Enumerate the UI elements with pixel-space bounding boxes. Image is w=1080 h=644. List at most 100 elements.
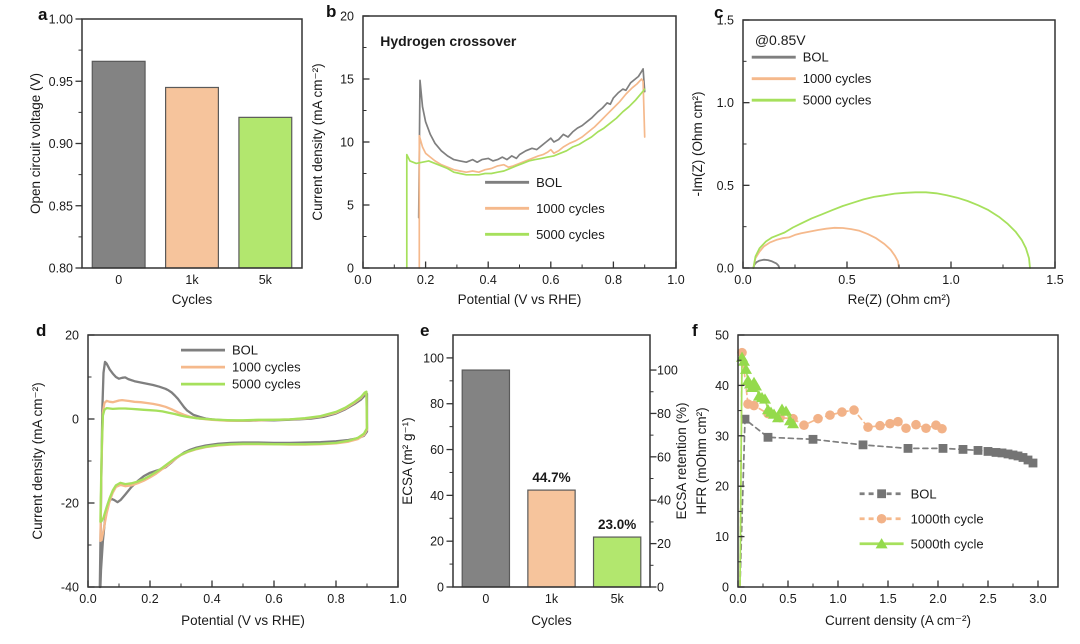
x-tick-label: 0.0 [79,592,96,606]
x-axis-label: Current density (A cm⁻²) [825,613,971,628]
y-tick-label: -40 [61,581,79,595]
square-marker [997,448,1007,458]
legend-label: BOL [911,486,937,501]
y-axis-label: -Im(Z) (Ohm cm²) [690,92,705,197]
y-axis-label: ECSA (m² g⁻¹) [400,417,415,504]
triangle-marker [740,363,752,374]
y-tick-label: 40 [715,379,729,393]
panel-d-series-bol [98,360,369,589]
x-tick-label: 1.0 [667,273,684,287]
x-axis-label: Re(Z) (Ohm cm²) [848,292,951,307]
legend-label: 1000th cycle [911,511,984,526]
x-tick-label: 0.8 [327,592,344,606]
y-tick-label: 40 [430,489,444,503]
plot-frame [362,15,677,269]
x-tick-label: 5k [611,592,625,606]
right-tick-label: 60 [657,450,671,464]
x-tick-label: 0.5 [779,592,796,606]
triangle-marker [750,380,762,391]
circle-marker [837,407,847,417]
panel-b-series-1000-cycles [418,78,646,269]
x-tick-label: 0.4 [480,273,497,287]
y-tick-label: 0.80 [49,262,73,276]
x-axis-label: Potential (V vs RHE) [181,613,305,628]
triangle-marker [759,393,771,404]
square-marker [763,432,773,442]
y-tick-label: 10 [340,136,354,150]
x-tick-label: 1.5 [879,592,896,606]
panel-f-plot: 0.0 0.5 1.0 1.5 2.0 2.5 3.0 0 10 20 30 40 50 Current … [694,329,1059,628]
triangle-marker [738,355,750,366]
bar-0 [461,369,511,588]
right-tick-label: 80 [657,407,671,421]
panel-d-series-5000-cycles [99,390,369,524]
y-tick-label: 60 [430,443,444,457]
x-tick-label: 1.5 [1046,273,1063,287]
circle-marker [893,416,903,427]
square-marker [1003,449,1013,459]
x-tick-label: 0.0 [729,592,746,606]
y-tick-label: 30 [715,429,729,443]
square-marker [1008,450,1018,460]
circle-marker [875,420,885,431]
panel-c-plot: 0.0 0.5 1.0 1.5 0.0 0.5 1.0 1.5 Re(Z) (Ohm cm²) -… [690,14,1064,308]
bar-1k [527,489,576,588]
y-tick-label: 20 [715,480,729,494]
y-tick-label: 5 [347,199,354,213]
plot-frame [742,19,1056,269]
circle-marker [937,423,947,434]
legend-label: BOL [232,343,258,358]
triangle-marker [780,405,792,416]
square-marker [740,414,750,424]
y-tick-label: 20 [340,10,354,24]
y-tick-label: 0 [722,581,729,595]
y-tick-label: 1.5 [717,14,734,28]
square-marker [1013,451,1023,461]
x-tick-label: 0.6 [265,592,282,606]
y-tick-label: 1.0 [717,96,734,110]
right-tick-label: 100 [657,364,678,378]
panel-b-series-5000-cycles [405,88,646,269]
plot-frame [81,18,303,269]
x-tick-label: 1k [185,273,199,287]
circle-marker [863,422,873,433]
panel-c-series-bol [752,258,781,269]
legend-label: BOL [803,50,829,65]
plot-frame [87,334,399,588]
legend-label: 1000 cycles [803,71,872,86]
panel-label-a: a [38,5,48,24]
x-axis-label: Potential (V vs RHE) [458,292,582,307]
panel-a-plot: 0 1k 5k 0.80 0.85 0.90 0.95 1.00 Cycles Open circ… [28,13,303,307]
x-tick-label: 3.0 [1029,592,1046,606]
square-marker [1023,455,1033,465]
x-tick-label: 1.0 [829,592,846,606]
bar-5k [238,116,293,269]
x-tick-label: 0.2 [417,273,434,287]
x-tick-label: 0.6 [542,273,559,287]
panel-c-legend: BOL 1000 cycles 5000 cycles [751,50,872,108]
y-tick-label: 20 [65,329,79,343]
x-tick-label: 0 [482,592,489,606]
y-tick-label: 0.85 [49,199,73,213]
x-tick-label: 0 [115,273,122,287]
x-tick-label: 1.0 [942,273,959,287]
y-tick-label: 15 [340,73,354,87]
y-tick-label: 0.95 [49,75,73,89]
y-tick-label: 0.90 [49,137,73,151]
square-marker [983,447,993,456]
panel-inner-title: @0.85V [755,32,806,48]
circle-marker [911,419,921,430]
square-marker [1018,453,1028,462]
circle-marker [849,405,859,415]
circle-marker [885,418,895,429]
panel-inner-title: Hydrogen crossover [380,33,517,49]
y-axis-label: Current density (mA cm⁻²) [30,382,45,539]
panel-f-series-bol [739,418,1034,587]
bar-5k [592,536,642,588]
triangle-marker [787,418,799,429]
square-marker [903,444,913,453]
x-tick-label: 0.8 [605,273,622,287]
x-tick-label: 0.5 [838,273,855,287]
x-tick-label: 1.0 [389,592,406,606]
y-tick-label: 0.5 [717,179,734,193]
